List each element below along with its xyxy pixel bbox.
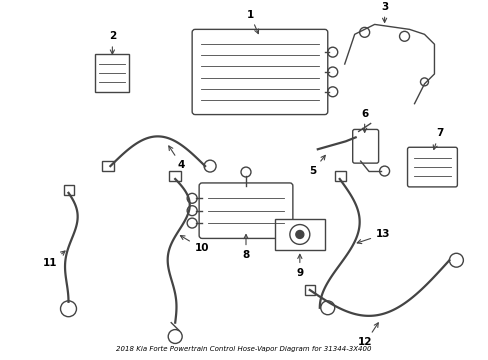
Text: 8: 8 [242, 234, 249, 260]
Bar [169, 171, 181, 181]
Text: 3: 3 [380, 1, 387, 22]
FancyBboxPatch shape [199, 183, 292, 238]
Bar [63, 185, 74, 195]
Bar [334, 171, 345, 181]
Text: 11: 11 [43, 251, 65, 268]
Text: 5: 5 [308, 156, 325, 176]
Bar [95, 54, 129, 92]
Bar [102, 161, 114, 171]
Text: 10: 10 [180, 235, 209, 253]
FancyBboxPatch shape [407, 147, 456, 187]
Bar [274, 219, 324, 250]
FancyBboxPatch shape [352, 130, 378, 163]
Text: 7: 7 [432, 129, 442, 149]
Text: 13: 13 [357, 229, 390, 244]
Text: 4: 4 [168, 146, 185, 170]
Circle shape [295, 230, 303, 238]
FancyBboxPatch shape [192, 30, 327, 114]
Text: 12: 12 [358, 323, 378, 347]
Text: 2018 Kia Forte Powertrain Control Hose-Vapor Diagram for 31344-3X400: 2018 Kia Forte Powertrain Control Hose-V… [116, 346, 371, 352]
Text: 2: 2 [108, 31, 116, 54]
Text: 1: 1 [246, 9, 258, 33]
Text: 6: 6 [360, 109, 367, 132]
Text: 9: 9 [296, 254, 303, 278]
Bar [304, 285, 314, 295]
